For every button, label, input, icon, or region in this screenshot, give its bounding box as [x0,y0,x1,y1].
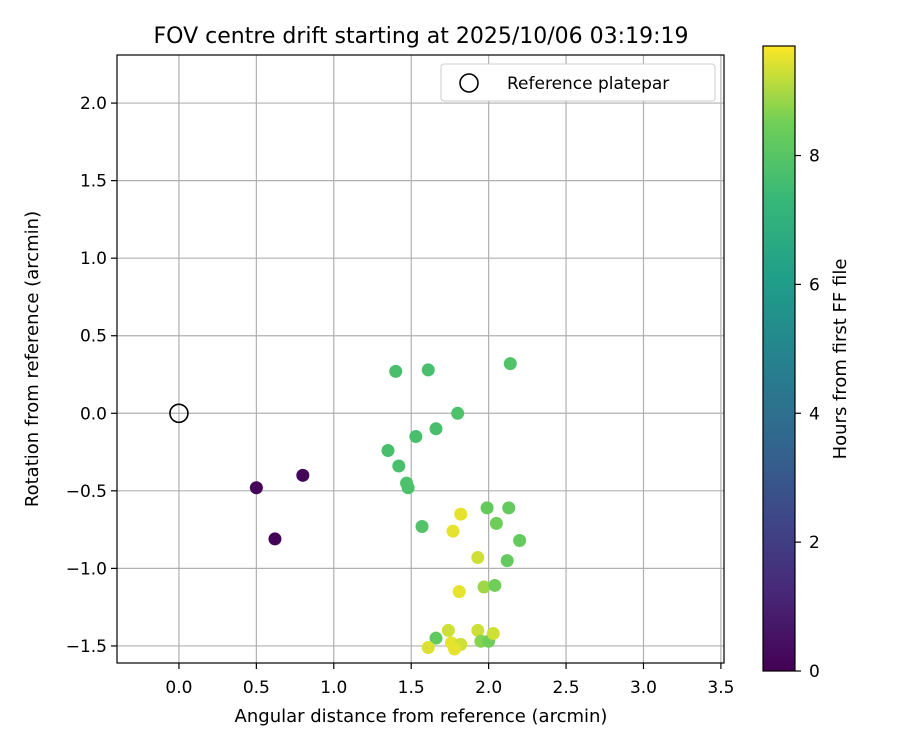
x-axis-ticks: 0.0 0.5 1.0 1.5 2.0 2.5 3.0 3.5 [165,663,734,698]
x-tick-label: 1.5 [398,678,425,698]
data-point [488,578,502,592]
x-tick-label: 3.5 [707,678,734,698]
data-point [441,623,455,637]
data-point [480,501,494,515]
x-tick-label: 3.0 [630,678,657,698]
data-point [471,551,485,565]
data-point [451,406,465,420]
y-tick-label: 0.0 [80,404,107,424]
x-tick-label: 0.0 [165,678,192,698]
grid [117,55,724,663]
y-tick-label: 1.5 [80,172,107,192]
colorbar: 0 2 4 6 8 Hours from first FF file [762,45,851,682]
colorbar-tick-label: 4 [809,404,820,424]
y-tick-label: −1.5 [66,637,107,657]
data-point [513,533,527,547]
data-point [429,631,443,645]
legend-box [440,63,716,102]
data-point [392,459,406,473]
data-point [409,430,423,444]
data-point [415,520,429,534]
colorbar-ticks: 0 2 4 6 8 [795,147,820,682]
colorbar-label: Hours from first FF file [830,259,851,460]
legend-entry-reference-platepar: Reference platepar [507,74,669,94]
colorbar-tick-label: 8 [809,147,820,167]
y-axis-ticks: −1.5 −1.0 −0.5 0.0 0.5 1.0 1.5 2.0 [66,94,117,657]
data-point [389,364,403,378]
data-point [249,481,263,495]
data-point [477,580,491,594]
colorbar-tick-label: 2 [809,533,820,553]
legend-marker-icon [459,73,479,93]
data-point [401,481,415,495]
legend: Reference platepar [440,63,716,102]
data-point [489,516,503,530]
data-point [503,357,517,371]
y-tick-label: −1.0 [66,559,107,579]
x-tick-label: 1.0 [320,678,347,698]
colorbar-tick-label: 0 [809,662,820,682]
x-axis-label: Angular distance from reference (arcmin) [235,706,608,727]
x-tick-label: 2.0 [475,678,502,698]
data-point [446,524,460,538]
data-point [452,585,466,599]
x-tick-label: 2.5 [553,678,580,698]
colorbar-gradient [762,45,796,672]
y-tick-label: 1.0 [80,249,107,269]
x-tick-label: 0.5 [243,678,270,698]
data-point [502,501,516,515]
data-point [421,363,435,377]
data-point [296,468,310,482]
y-axis-label: Rotation from reference (arcmin) [22,211,43,507]
reference-platepar-marker [169,403,189,424]
chart-title: FOV centre drift starting at 2025/10/06 … [154,24,689,49]
data-point [268,532,282,546]
y-tick-label: −0.5 [66,482,107,502]
data-point [448,642,462,656]
data-point [429,422,443,436]
colorbar-tick-label: 6 [809,275,820,295]
data-point [486,627,500,641]
data-points [249,357,527,656]
data-point [381,444,395,458]
data-point [500,554,514,568]
plot-frame [116,54,725,664]
y-tick-label: 2.0 [80,94,107,114]
data-point [421,640,435,654]
y-tick-label: 0.5 [80,327,107,347]
data-point [471,623,485,637]
data-point [454,507,468,521]
